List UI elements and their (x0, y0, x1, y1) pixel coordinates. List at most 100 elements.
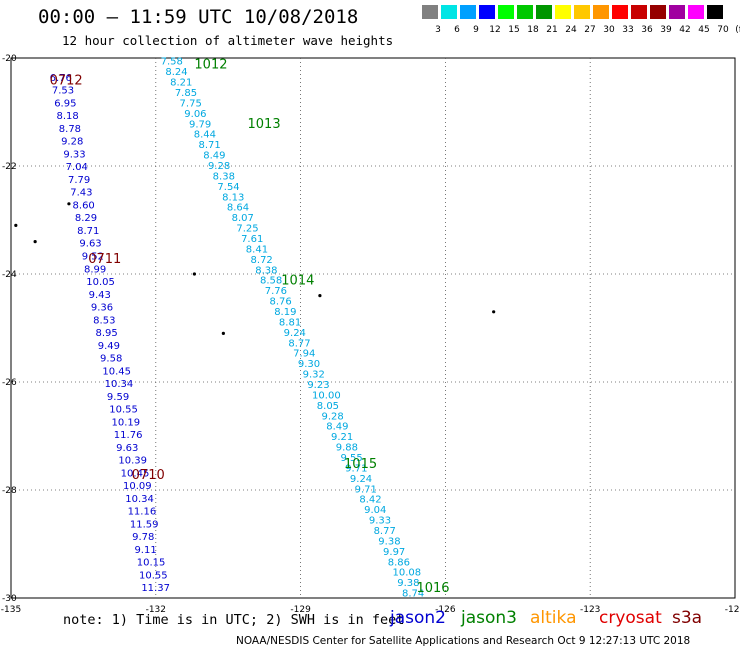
wave-height-value: 8.99 (84, 264, 106, 275)
wave-height-value: 9.30 (298, 359, 320, 370)
wave-height-value: 8.38 (255, 265, 277, 276)
scale-swatch (441, 5, 457, 19)
wave-height-value: 8.41 (246, 244, 268, 255)
wave-height-value: 9.63 (116, 443, 138, 454)
island-dot (33, 240, 37, 244)
wave-height-value: 10.09 (123, 481, 152, 492)
x-tick-label: -129 (290, 605, 311, 615)
scale-swatch (650, 5, 666, 19)
scale-swatch (669, 5, 685, 19)
wave-height-value: 9.21 (331, 432, 353, 443)
y-tick-label: -30 (2, 594, 17, 604)
island-dot (318, 294, 322, 298)
scale-label: 30 (603, 25, 615, 35)
scale-label: 12 (489, 25, 501, 35)
scale-swatch (498, 5, 514, 19)
chart-subtitle: 12 hour collection of altimeter wave hei… (62, 33, 394, 48)
wave-height-value: 9.38 (378, 536, 400, 547)
wave-height-value: 8.64 (227, 203, 249, 214)
y-tick-label: -22 (2, 162, 17, 172)
scale-swatch (479, 5, 495, 19)
wave-height-value: 8.78 (59, 124, 81, 135)
scale-label: 27 (584, 25, 596, 35)
wave-height-value: 8.81 (279, 317, 301, 328)
y-tick-label: -20 (2, 54, 17, 64)
wave-height-value: 10.00 (312, 390, 341, 401)
wave-height-value: 9.71 (345, 463, 367, 474)
wave-height-value: 9.78 (132, 532, 154, 543)
scale-label: 39 (660, 25, 672, 35)
wave-height-value: 9.97 (383, 547, 405, 558)
y-tick-label: -24 (2, 270, 17, 280)
footnote: note: 1) Time is in UTC; 2) SWH is in fe… (63, 612, 405, 628)
wave-height-value: 10.55 (139, 570, 168, 581)
island-dot (67, 202, 71, 206)
scale-label: 33 (622, 25, 634, 35)
wave-height-value: 6.76 (50, 73, 72, 84)
wave-height-value: 10.34 (125, 494, 154, 505)
wave-height-value: 8.60 (73, 200, 95, 211)
wave-height-value: 7.25 (236, 224, 258, 235)
wave-height-value: 8.21 (170, 78, 192, 89)
wave-height-value: 7.79 (68, 175, 90, 186)
scale-swatch (555, 5, 571, 19)
wave-height-value: 10.15 (137, 558, 166, 569)
wave-height-value: 6.95 (54, 98, 76, 109)
wave-height-value: 8.29 (75, 213, 97, 224)
scale-swatch (593, 5, 609, 19)
wave-height-value: 8.77 (374, 526, 396, 537)
wave-height-value: 7.54 (217, 182, 239, 193)
pass-time-label: 0711 (88, 252, 121, 267)
wave-height-value: 7.43 (70, 188, 92, 199)
scale-swatch (574, 5, 590, 19)
wave-height-value: 9.52 (82, 252, 104, 263)
wave-height-value: 8.86 (388, 557, 410, 568)
scale-label: 24 (565, 25, 577, 35)
wave-height-value: 9.58 (100, 354, 122, 365)
scale-swatch (612, 5, 628, 19)
y-tick-label: -28 (2, 486, 17, 496)
mission-label-jason3: jason3 (461, 608, 517, 628)
chart-title: 00:00 – 11:59 UTC 10/08/2018 (38, 6, 359, 28)
wave-height-value: 7.75 (180, 98, 202, 109)
wave-height-value: 7.76 (265, 286, 287, 297)
wave-height-value: 10.45 (121, 468, 150, 479)
wave-height-value: 9.36 (91, 303, 113, 314)
wave-height-value: 8.05 (317, 401, 339, 412)
mission-label-altika: altika (530, 608, 577, 628)
wave-height-value: 8.77 (288, 338, 310, 349)
island-dot (221, 331, 225, 335)
y-tick-label: -26 (2, 378, 17, 388)
wave-height-value: 9.38 (397, 578, 419, 589)
scale-swatch (631, 5, 647, 19)
x-tick-label: -126 (435, 605, 456, 615)
scale-swatch (422, 5, 438, 19)
wave-height-value: 10.19 (112, 417, 141, 428)
wave-height-value: 8.24 (165, 67, 187, 78)
pass-time-label: 1015 (344, 457, 377, 472)
scale-swatch (688, 5, 704, 19)
wave-height-value: 10.34 (105, 379, 134, 390)
wave-height-value: 9.43 (89, 290, 111, 301)
scale-label: 42 (679, 25, 691, 35)
pass-time-label: 1016 (416, 581, 449, 596)
scale-label: 18 (527, 25, 539, 35)
wave-height-value: 8.58 (260, 276, 282, 287)
scale-label: 21 (546, 25, 558, 35)
wave-height-value: 7.61 (241, 234, 263, 245)
wave-height-value: 9.06 (184, 109, 206, 120)
wave-height-value: 9.88 (336, 443, 358, 454)
island-dot (192, 272, 197, 276)
wave-height-value: 9.24 (350, 474, 372, 485)
scale-swatch (460, 5, 476, 19)
x-tick-label: -120 (725, 605, 740, 615)
wave-height-value: 8.71 (77, 226, 99, 237)
wave-height-value: 11.59 (130, 519, 159, 530)
scale-swatch (517, 5, 533, 19)
scale-swatch (707, 5, 723, 19)
wave-height-value: 8.71 (198, 140, 220, 151)
wave-height-value: 8.38 (213, 171, 235, 182)
wave-height-value: 9.23 (307, 380, 329, 391)
wave-height-value: 7.04 (66, 162, 88, 173)
